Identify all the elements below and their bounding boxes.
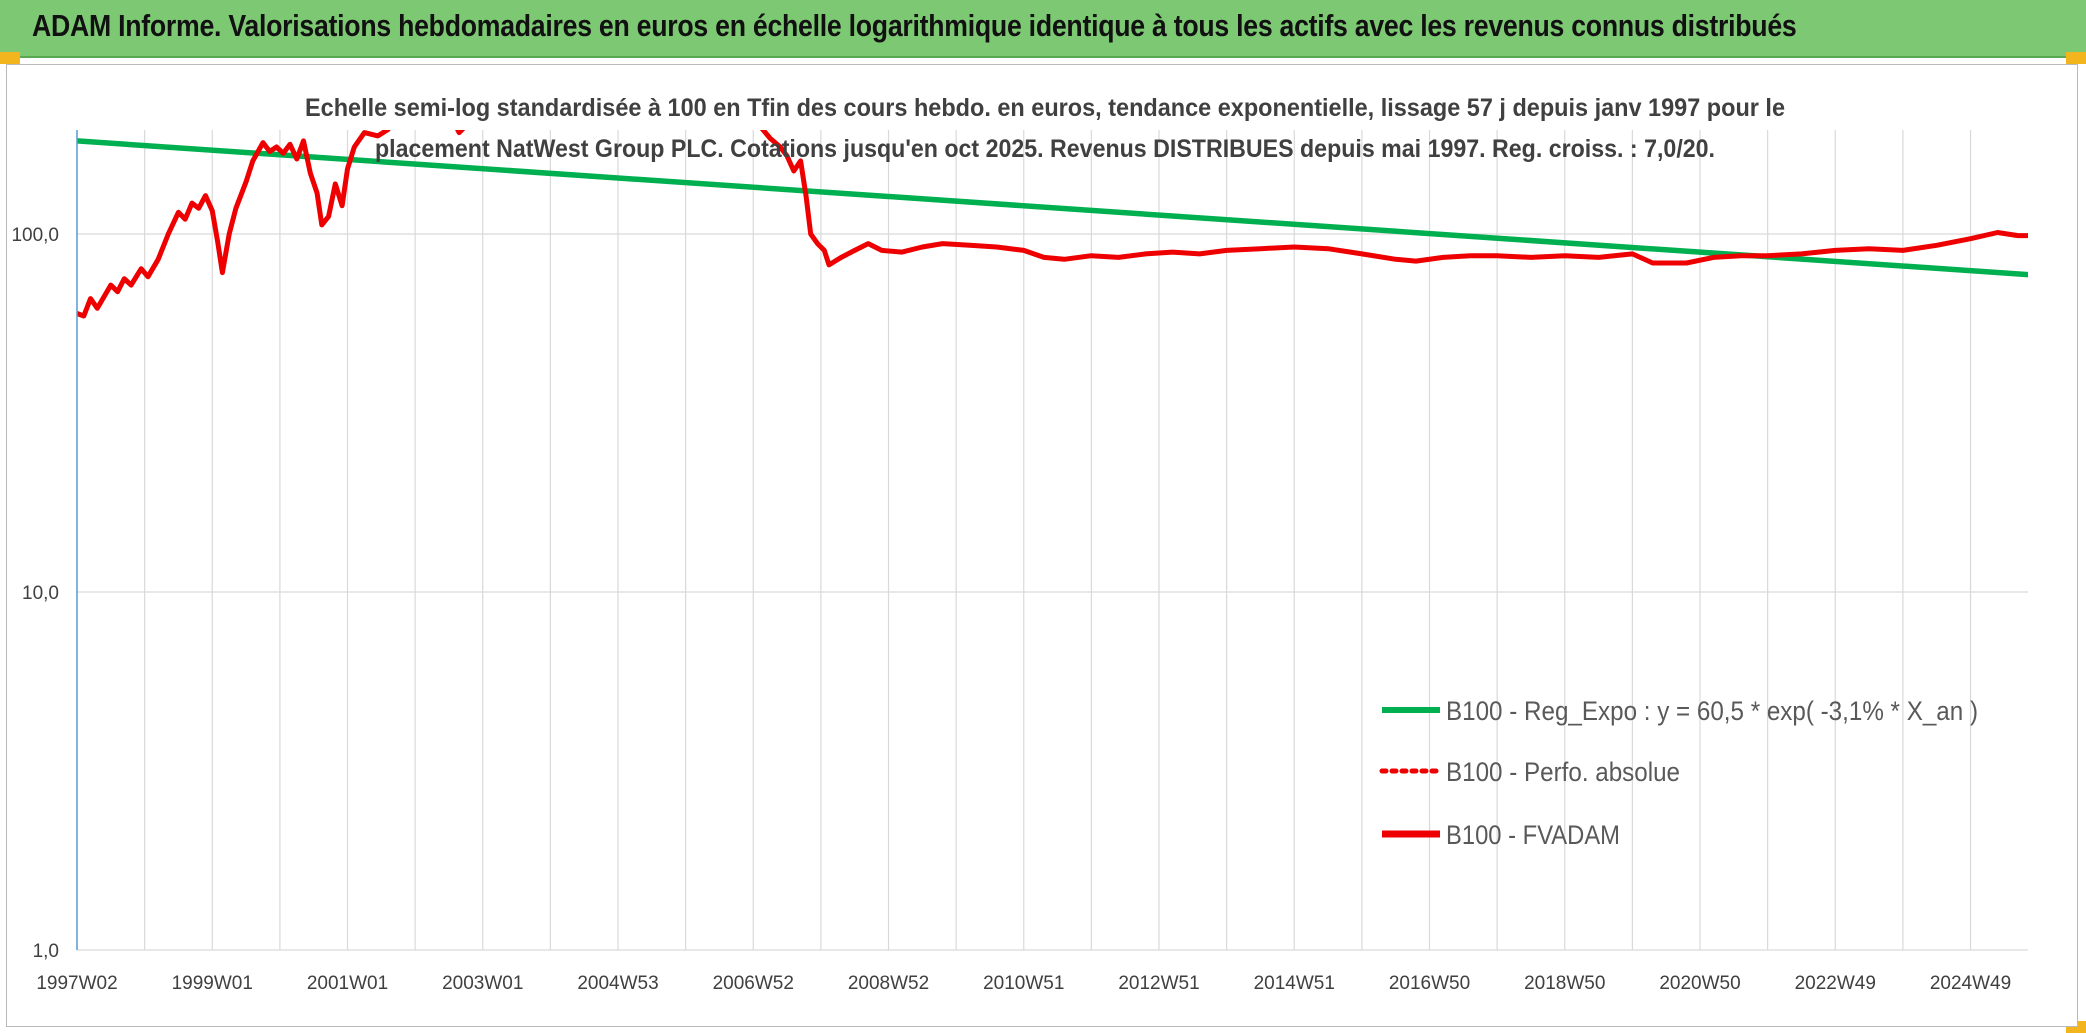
chart-title: Echelle semi-log standardisée à 100 en T… bbox=[305, 94, 1785, 163]
x-tick-label: 2001W01 bbox=[307, 973, 388, 994]
x-tick-label: 2020W50 bbox=[1659, 973, 1740, 994]
x-tick-label: 1999W01 bbox=[172, 973, 253, 994]
legend: B100 - Reg_Expo : y = 60,5 * exp( -3,1% … bbox=[1379, 696, 1978, 850]
header-banner: ADAM Informe. Valorisations hebdomadaire… bbox=[0, 0, 2086, 58]
x-tick-label: 2022W49 bbox=[1795, 973, 1876, 994]
y-tick-label: 100,0 bbox=[11, 225, 59, 246]
grid-layer: 100,0 10,0 1,0 1997W02 1999W01 2001W01 2003W01… bbox=[11, 130, 2028, 994]
x-tick-label: 2008W52 bbox=[848, 973, 929, 994]
x-tick-label: 2024W49 bbox=[1930, 973, 2011, 994]
regression-line bbox=[77, 138, 2028, 278]
x-tick-label: 2006W52 bbox=[713, 973, 794, 994]
legend-label-perfo: B100 - Perfo. absolue bbox=[1446, 757, 1680, 787]
x-tick-label: 2018W50 bbox=[1524, 973, 1605, 994]
x-tick-label: 2003W01 bbox=[442, 973, 523, 994]
fvadam-line bbox=[77, 130, 2028, 319]
series-layer bbox=[77, 130, 2028, 319]
corner-marker-right bbox=[2066, 52, 2086, 64]
x-tick-label: 2004W53 bbox=[577, 973, 658, 994]
legend-label-regression: B100 - Reg_Expo : y = 60,5 * exp( -3,1% … bbox=[1446, 696, 1978, 726]
chart-title-line-2: placement NatWest Group PLC. Cotations j… bbox=[375, 135, 1715, 163]
page-title: ADAM Informe. Valorisations hebdomadaire… bbox=[32, 8, 1797, 43]
chart-frame bbox=[6, 64, 2078, 1027]
x-tick-label: 1997W02 bbox=[36, 973, 117, 994]
x-tick-label: 2012W51 bbox=[1118, 973, 1199, 994]
x-tick-label: 2014W51 bbox=[1254, 973, 1335, 994]
corner-marker-left bbox=[0, 52, 20, 64]
chart-title-line-1: Echelle semi-log standardisée à 100 en T… bbox=[305, 94, 1785, 122]
x-tick-label: 2010W51 bbox=[983, 973, 1064, 994]
y-tick-label: 10,0 bbox=[22, 583, 59, 604]
y-tick-label: 1,0 bbox=[33, 941, 59, 962]
legend-label-fvadam: B100 - FVADAM bbox=[1446, 820, 1620, 850]
x-tick-label: 2016W50 bbox=[1389, 973, 1470, 994]
